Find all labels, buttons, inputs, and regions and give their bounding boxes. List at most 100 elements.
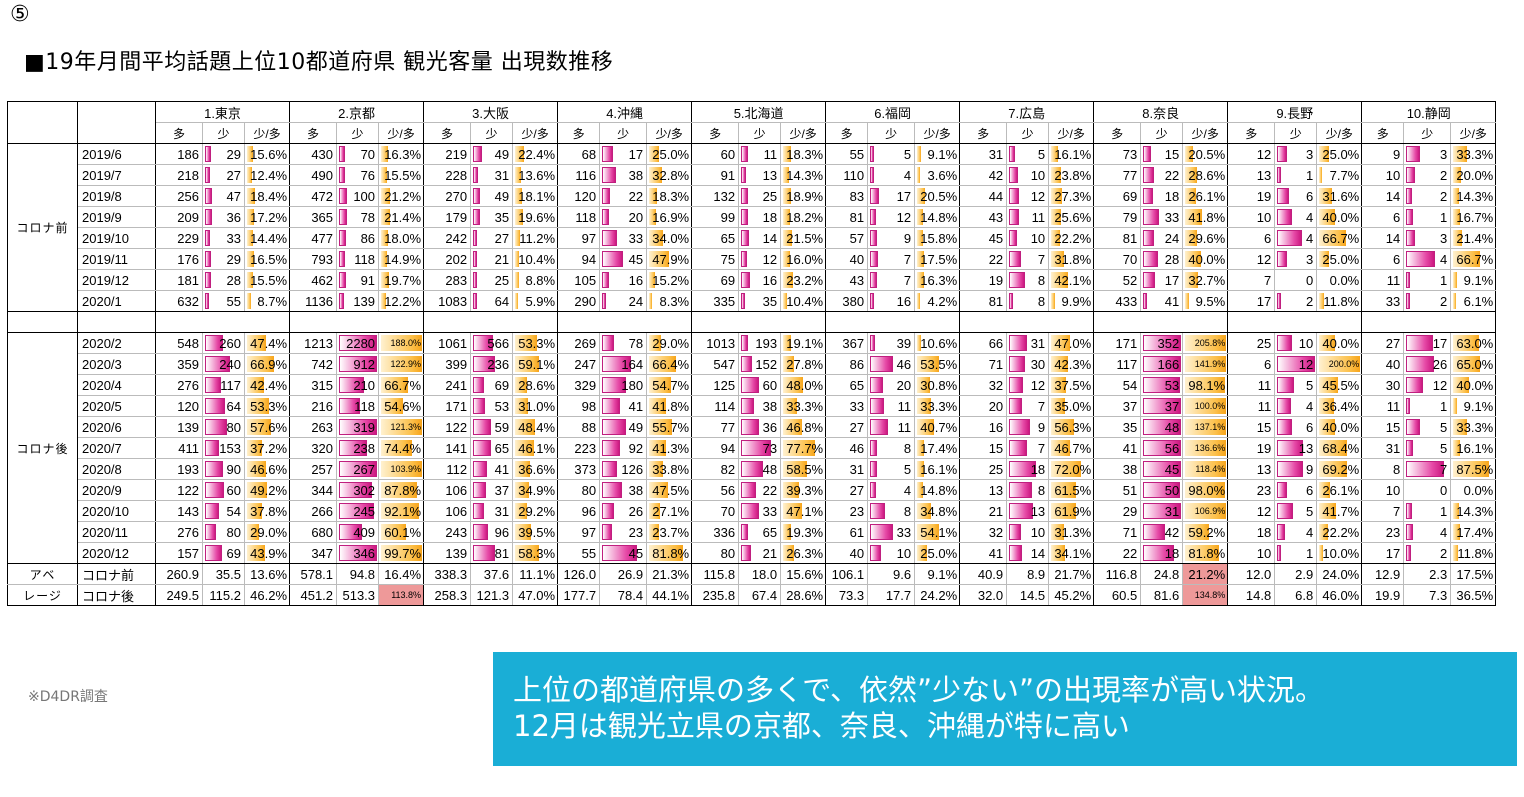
sub-header: 多 <box>155 122 203 144</box>
many-count: 11 <box>1227 395 1276 417</box>
data-row: 2020/12 157 69 43.9% 347 346 99.7% 139 81 58.3% 55… <box>8 542 1497 564</box>
few-count: 59 <box>494 419 510 435</box>
ratio-bar <box>1051 377 1067 393</box>
average-many: 451.2 <box>289 584 338 606</box>
ratio-value: 34.1% <box>1054 545 1092 561</box>
ratio-cell: 23.7% <box>646 521 693 543</box>
ratio-cell: 57.6% <box>244 416 291 438</box>
ratio-value: 42.4% <box>250 377 288 393</box>
ratio-bar <box>649 230 664 246</box>
many-count: 179 <box>423 206 472 228</box>
few-ratio-bar <box>473 440 492 456</box>
few-count-cell: 64 <box>470 290 514 312</box>
ratio-value: 121.3% <box>390 422 422 432</box>
few-ratio-bar <box>205 524 216 540</box>
ratio-value: 13.6% <box>518 167 556 183</box>
ratio-cell: 87.5% <box>1450 458 1497 480</box>
few-count-cell: 16 <box>738 269 782 291</box>
ratio-cell: 47.5% <box>646 479 693 501</box>
many-count: 112 <box>423 458 472 480</box>
few-count: 16 <box>896 293 912 309</box>
ratio-cell: 4.2% <box>914 290 961 312</box>
ratio-bar <box>381 272 390 288</box>
few-ratio-bar <box>741 230 750 246</box>
ratio-cell: 26.3% <box>780 542 827 564</box>
few-count-cell: 35 <box>738 290 782 312</box>
sub-header: 少 <box>1403 122 1452 144</box>
period-label: 2020/9 <box>77 479 156 501</box>
average-many: 249.5 <box>155 584 203 606</box>
average-ratio: 15.6% <box>780 563 827 585</box>
few-count: 76 <box>360 167 376 183</box>
ratio-cell: 10.6% <box>914 332 961 354</box>
few-count: 7 <box>1440 461 1448 477</box>
group-label-before: コロナ前 <box>7 143 78 312</box>
few-ratio-bar <box>741 251 748 267</box>
few-ratio-bar <box>1009 482 1033 498</box>
ratio-cell: 6.1% <box>1450 290 1497 312</box>
data-row: 2019/8 256 47 18.4% 472 100 21.2% 270 49 18.1% 120… <box>8 185 1497 207</box>
header-row-sub: 多少少/多多少少/多多少少/多多少少/多多少少/多多少少/多多少少/多多少少/多… <box>8 122 1497 144</box>
many-count: 19 <box>1227 437 1276 459</box>
ratio-value: 16.9% <box>652 209 690 225</box>
few-count-cell: 2 <box>1403 542 1452 564</box>
many-count: 122 <box>155 479 203 501</box>
few-count: 37 <box>1164 398 1180 414</box>
few-count: 1 <box>1440 272 1448 288</box>
few-count-cell: 210 <box>336 374 380 396</box>
few-count-cell: 9 <box>1274 458 1318 480</box>
ratio-value: 25.0% <box>1322 146 1360 162</box>
few-count: 9 <box>903 230 912 246</box>
many-count: 12 <box>1227 248 1276 270</box>
many-count: 71 <box>959 353 1008 375</box>
many-count: 266 <box>289 500 338 522</box>
few-count-cell: 2 <box>1274 290 1318 312</box>
ratio-value: 0.0% <box>1463 482 1494 498</box>
ratio-value: 32.8% <box>652 167 690 183</box>
ratio-cell: 66.7% <box>1450 248 1497 270</box>
few-ratio-bar <box>339 272 347 288</box>
ratio-value: 16.3% <box>384 146 422 162</box>
few-count-cell: 8 <box>1006 290 1050 312</box>
many-count: 143 <box>155 500 203 522</box>
few-ratio-bar <box>602 293 607 309</box>
many-count: 86 <box>825 353 869 375</box>
ratio-bar <box>1185 251 1202 267</box>
ratio-cell: 46.8% <box>780 416 827 438</box>
ratio-bar <box>1319 293 1325 309</box>
few-count: 18 <box>762 209 778 225</box>
many-count: 229 <box>155 227 203 249</box>
few-count: 22 <box>1164 167 1180 183</box>
many-count: 44 <box>959 185 1008 207</box>
ratio-value: 10.6% <box>920 335 958 351</box>
many-count: 276 <box>155 521 203 543</box>
many-count: 57 <box>825 227 869 249</box>
few-count-cell: 86 <box>336 227 380 249</box>
few-ratio-bar <box>870 209 877 225</box>
many-count: 55 <box>557 542 601 564</box>
many-count: 25 <box>1227 332 1276 354</box>
few-count-cell: 38 <box>599 479 648 501</box>
many-count: 139 <box>155 416 203 438</box>
many-count: 70 <box>691 500 740 522</box>
ratio-cell: 3.6% <box>914 164 961 186</box>
ratio-cell: 63.0% <box>1450 332 1497 354</box>
ratio-value: 53.3% <box>518 335 556 351</box>
few-count: 50 <box>1164 482 1180 498</box>
few-count-cell: 21 <box>738 542 782 564</box>
ratio-bar <box>783 356 795 372</box>
few-count-cell: 117 <box>202 374 245 396</box>
ratio-bar <box>1185 146 1194 162</box>
few-count-cell: 17 <box>1403 332 1452 354</box>
data-row: 2020/1 632 55 8.7% 1136 139 12.2% 1083 64 5.9% 290… <box>8 290 1497 312</box>
few-count-cell: 31 <box>470 500 514 522</box>
few-count-cell: 3 <box>1403 143 1452 165</box>
few-ratio-bar <box>1277 251 1288 267</box>
few-count: 22 <box>628 188 644 204</box>
few-count: 7 <box>1037 251 1046 267</box>
ratio-value: 22.2% <box>1322 524 1360 540</box>
few-count: 8 <box>1037 272 1046 288</box>
few-ratio-bar <box>741 335 749 351</box>
few-count-cell: 22 <box>738 479 782 501</box>
few-ratio-bar <box>205 419 227 435</box>
